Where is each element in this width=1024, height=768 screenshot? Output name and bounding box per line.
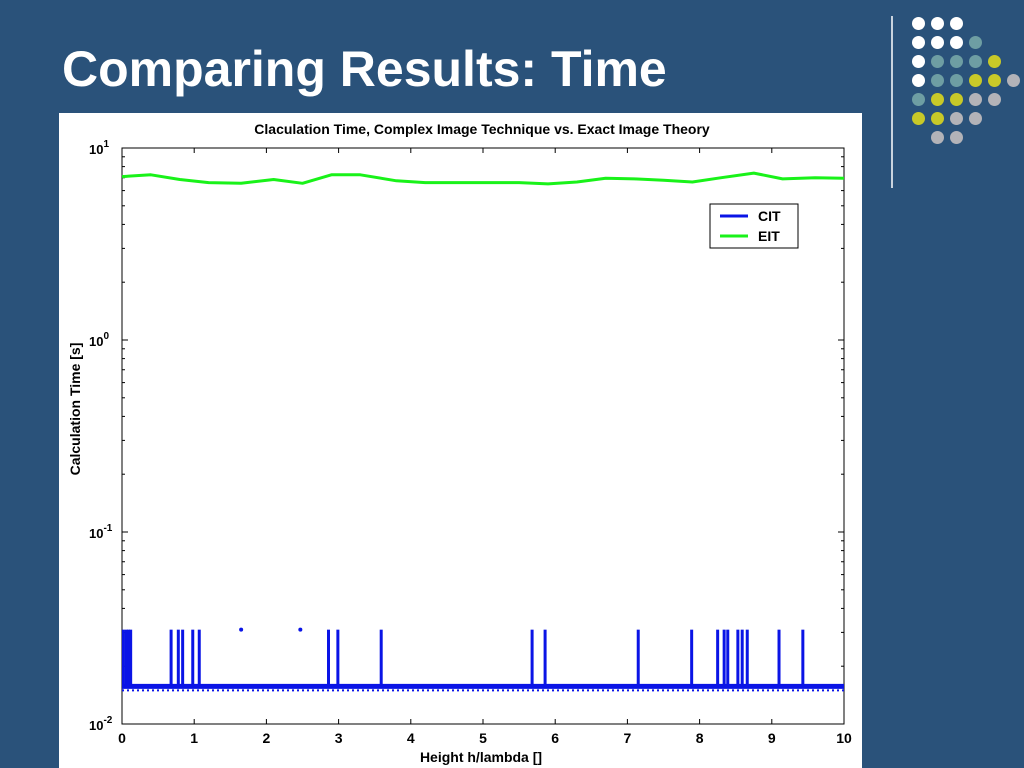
decorative-dot: [931, 112, 944, 125]
decorative-dot: [931, 74, 944, 87]
decorative-dot: [931, 93, 944, 106]
x-tick-label: 8: [696, 730, 704, 746]
decorative-dot: [931, 55, 944, 68]
legend-label-cit: CIT: [758, 208, 781, 224]
x-tick-label: 4: [407, 730, 415, 746]
x-tick-label: 0: [118, 730, 126, 746]
slide-title: Comparing Results: Time: [62, 41, 667, 97]
chart-svg: Claculation Time, Complex Image Techniqu…: [67, 121, 852, 765]
y-tick-label: 101: [89, 139, 109, 157]
decorative-dot: [912, 74, 925, 87]
chart-title: Claculation Time, Complex Image Techniqu…: [254, 121, 710, 137]
x-tick-label: 6: [551, 730, 559, 746]
axes-group: 0 1 2 3 4 5 6 7 8 9 10 10-2 10-1 100 101: [89, 139, 852, 746]
decorative-dot: [950, 36, 963, 49]
decorative-dot: [988, 74, 1001, 87]
x-tick-label: 1: [190, 730, 198, 746]
decorative-dot: [969, 93, 982, 106]
x-tick-label: 9: [768, 730, 776, 746]
decorative-dot: [912, 55, 925, 68]
decorative-dot: [1007, 74, 1020, 87]
decorative-dot: [969, 36, 982, 49]
series-line-eit: [121, 171, 845, 186]
y-axis-label: Calculation Time [s]: [67, 343, 83, 476]
decorative-dot: [950, 17, 963, 30]
decorative-dot: [912, 112, 925, 125]
y-tick-label: 100: [89, 331, 109, 349]
decorative-dot: [950, 74, 963, 87]
title-divider-line: [891, 16, 893, 188]
decorative-dot: [969, 74, 982, 87]
decorative-dot: [912, 93, 925, 106]
legend: CIT EIT: [709, 203, 799, 249]
legend-box: [709, 203, 799, 249]
x-axis-label: Height h/lambda []: [420, 749, 542, 765]
legend-label-eit: EIT: [758, 228, 780, 244]
decorative-dot: [988, 55, 1001, 68]
x-tick-label: 7: [624, 730, 632, 746]
x-tick-label: 5: [479, 730, 487, 746]
decorative-dot: [969, 55, 982, 68]
series-group: [121, 171, 845, 692]
decorative-dot: [969, 112, 982, 125]
decorative-dot: [950, 131, 963, 144]
decorative-dot: [931, 36, 944, 49]
y-tick-label: 10-2: [89, 715, 113, 733]
decorative-dot: [950, 112, 963, 125]
decorative-dot: [912, 17, 925, 30]
decorative-dot: [988, 93, 1001, 106]
x-tick-label: 2: [263, 730, 271, 746]
decorative-dot: [931, 17, 944, 30]
chart-panel: Claculation Time, Complex Image Techniqu…: [59, 113, 862, 768]
series-point-cit: [239, 627, 244, 632]
y-tick-label: 10-1: [89, 523, 113, 541]
decorative-dot: [950, 93, 963, 106]
series-point-cit: [298, 627, 303, 632]
decorative-dot: [931, 131, 944, 144]
x-tick-label: 10: [836, 730, 852, 746]
decorative-dot: [950, 55, 963, 68]
x-tick-label: 3: [335, 730, 343, 746]
decorative-dot: [912, 36, 925, 49]
